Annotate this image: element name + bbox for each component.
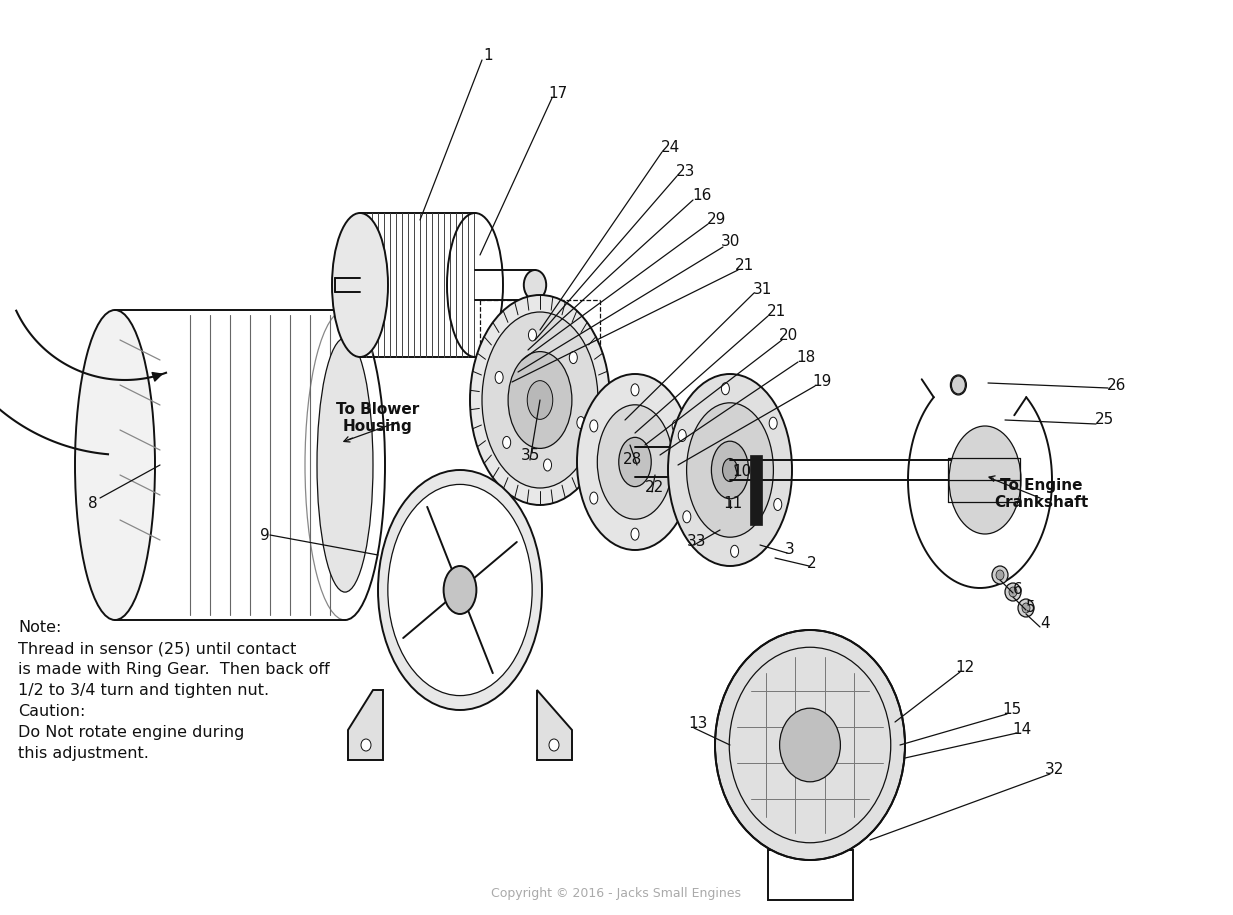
Text: 3: 3 — [785, 543, 795, 557]
Text: 18: 18 — [797, 350, 815, 365]
Text: 32: 32 — [1046, 762, 1064, 778]
Ellipse shape — [619, 437, 651, 487]
Ellipse shape — [996, 570, 1004, 580]
Text: 19: 19 — [813, 374, 832, 390]
Ellipse shape — [444, 566, 476, 614]
Ellipse shape — [954, 380, 963, 390]
Bar — [750, 455, 762, 525]
Ellipse shape — [524, 270, 546, 300]
Text: 28: 28 — [624, 453, 642, 468]
Text: 23: 23 — [677, 165, 695, 179]
Ellipse shape — [951, 375, 967, 395]
Ellipse shape — [711, 441, 748, 499]
Ellipse shape — [952, 376, 965, 394]
Ellipse shape — [577, 416, 584, 428]
Text: 1: 1 — [483, 48, 493, 62]
Ellipse shape — [672, 492, 681, 504]
Ellipse shape — [503, 436, 510, 448]
Ellipse shape — [577, 374, 693, 550]
Text: 6: 6 — [1014, 583, 1023, 597]
Ellipse shape — [631, 383, 639, 396]
Ellipse shape — [668, 374, 792, 566]
Text: 9: 9 — [260, 529, 270, 544]
Text: 24: 24 — [661, 141, 681, 156]
Polygon shape — [348, 690, 383, 760]
Ellipse shape — [317, 338, 374, 592]
Text: 29: 29 — [708, 211, 726, 227]
Ellipse shape — [687, 403, 773, 537]
Text: 8: 8 — [89, 496, 97, 511]
Ellipse shape — [1005, 583, 1021, 601]
Text: To Engine
Crankshaft: To Engine Crankshaft — [994, 478, 1089, 511]
Text: 12: 12 — [956, 661, 974, 675]
Ellipse shape — [549, 739, 559, 751]
Text: 2: 2 — [808, 555, 816, 570]
Ellipse shape — [715, 630, 905, 860]
Ellipse shape — [470, 295, 610, 505]
Ellipse shape — [570, 351, 577, 363]
Ellipse shape — [361, 739, 371, 751]
Ellipse shape — [597, 404, 673, 519]
Ellipse shape — [1018, 599, 1034, 617]
Ellipse shape — [388, 484, 533, 695]
Ellipse shape — [721, 382, 730, 394]
Text: 5: 5 — [1026, 599, 1036, 615]
Text: 25: 25 — [1095, 413, 1115, 427]
Ellipse shape — [528, 381, 552, 419]
Text: 15: 15 — [1002, 703, 1022, 717]
Text: 22: 22 — [645, 480, 665, 496]
Text: 30: 30 — [720, 234, 740, 250]
Text: 21: 21 — [767, 305, 785, 319]
Ellipse shape — [683, 511, 690, 522]
Polygon shape — [538, 690, 572, 760]
Ellipse shape — [769, 417, 777, 429]
Ellipse shape — [482, 312, 598, 488]
Ellipse shape — [774, 499, 782, 511]
Text: Copyright © 2016 - Jacks Small Engines: Copyright © 2016 - Jacks Small Engines — [491, 887, 741, 900]
Ellipse shape — [731, 545, 739, 557]
Text: 20: 20 — [779, 328, 799, 342]
Text: 10: 10 — [732, 465, 752, 479]
Text: 33: 33 — [687, 533, 707, 548]
Ellipse shape — [332, 213, 388, 357]
Ellipse shape — [379, 470, 543, 710]
Ellipse shape — [631, 528, 639, 540]
Ellipse shape — [75, 310, 155, 620]
Text: 35: 35 — [520, 447, 540, 462]
Text: 16: 16 — [692, 188, 711, 202]
Text: 26: 26 — [1107, 378, 1127, 393]
Text: Note:
Thread in sensor (25) until contact
is made with Ring Gear.  Then back off: Note: Thread in sensor (25) until contac… — [18, 620, 329, 761]
Text: 17: 17 — [549, 85, 567, 101]
Ellipse shape — [993, 566, 1009, 584]
Ellipse shape — [1022, 603, 1030, 613]
Ellipse shape — [949, 426, 1021, 534]
Ellipse shape — [529, 329, 536, 341]
Ellipse shape — [723, 458, 737, 481]
Ellipse shape — [544, 459, 551, 471]
Ellipse shape — [496, 371, 503, 383]
Text: 31: 31 — [752, 282, 772, 296]
Ellipse shape — [589, 420, 598, 432]
Text: 11: 11 — [724, 497, 742, 511]
Bar — [768, 850, 853, 900]
Text: 14: 14 — [1012, 722, 1032, 737]
Ellipse shape — [1009, 587, 1017, 597]
Text: 4: 4 — [1041, 617, 1049, 631]
Ellipse shape — [779, 708, 841, 781]
Text: To Blower
Housing: To Blower Housing — [337, 402, 419, 435]
Ellipse shape — [508, 351, 572, 448]
Ellipse shape — [678, 429, 687, 442]
Text: 13: 13 — [688, 716, 708, 731]
Ellipse shape — [672, 420, 681, 432]
Ellipse shape — [589, 492, 598, 504]
Text: 21: 21 — [735, 257, 753, 273]
